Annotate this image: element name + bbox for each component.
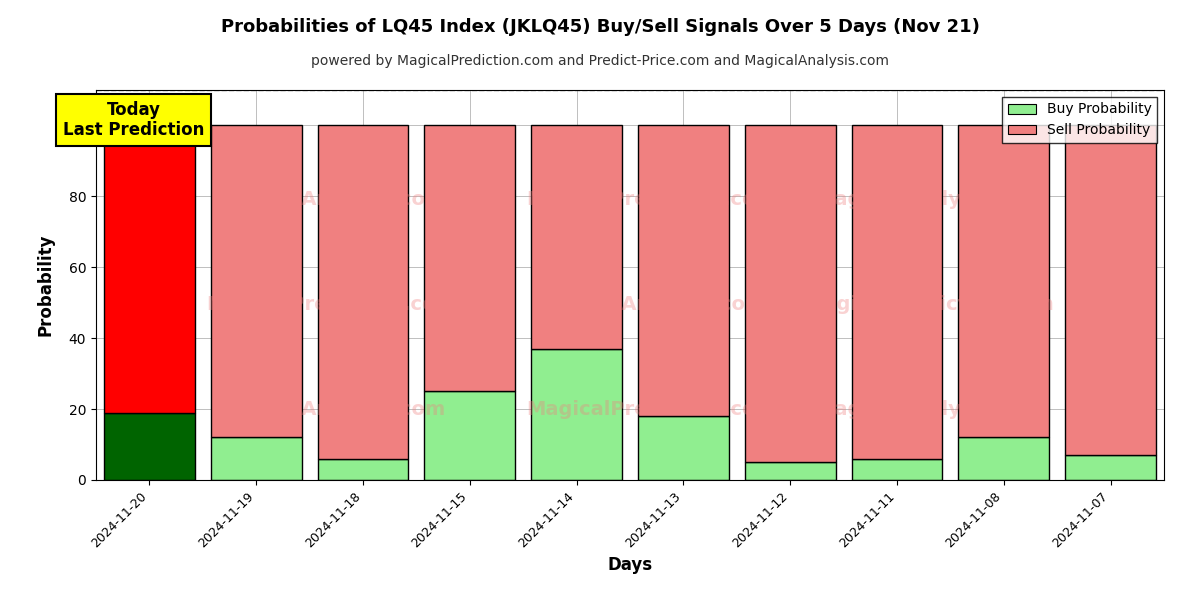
Bar [1066,125,1156,455]
Bar [318,459,408,480]
Bar [425,125,515,391]
Bar [104,413,194,480]
Bar [638,125,728,416]
Bar [745,125,835,462]
Bar [532,125,622,349]
Bar [211,437,301,480]
Bar [318,125,408,459]
Text: MagicalPrediction.com: MagicalPrediction.com [206,295,456,314]
Text: MagicalAnalysis.com: MagicalAnalysis.com [217,190,445,209]
Bar [104,125,194,413]
X-axis label: Days: Days [607,556,653,574]
Bar [638,416,728,480]
Bar [1066,455,1156,480]
Text: MagicalPrediction.com: MagicalPrediction.com [804,295,1054,314]
Bar [852,125,942,459]
Bar [959,125,1049,437]
Bar [532,349,622,480]
Bar [959,437,1049,480]
Text: MagicalAnalysis.com: MagicalAnalysis.com [538,295,766,314]
Bar [425,391,515,480]
Text: MagicalPrediction.com: MagicalPrediction.com [527,190,776,209]
Legend: Buy Probability, Sell Probability: Buy Probability, Sell Probability [1002,97,1157,143]
Text: MagicalAnalysis.com: MagicalAnalysis.com [815,190,1043,209]
Text: MagicalAnalysis.com: MagicalAnalysis.com [217,400,445,419]
Text: Probabilities of LQ45 Index (JKLQ45) Buy/Sell Signals Over 5 Days (Nov 21): Probabilities of LQ45 Index (JKLQ45) Buy… [221,18,979,36]
Bar [745,462,835,480]
Text: MagicalAnalysis.com: MagicalAnalysis.com [815,400,1043,419]
Bar [211,125,301,437]
Y-axis label: Probability: Probability [36,234,54,336]
Text: Today
Last Prediction: Today Last Prediction [62,101,204,139]
Text: powered by MagicalPrediction.com and Predict-Price.com and MagicalAnalysis.com: powered by MagicalPrediction.com and Pre… [311,54,889,68]
Text: MagicalPrediction.com: MagicalPrediction.com [527,400,776,419]
Bar [852,459,942,480]
